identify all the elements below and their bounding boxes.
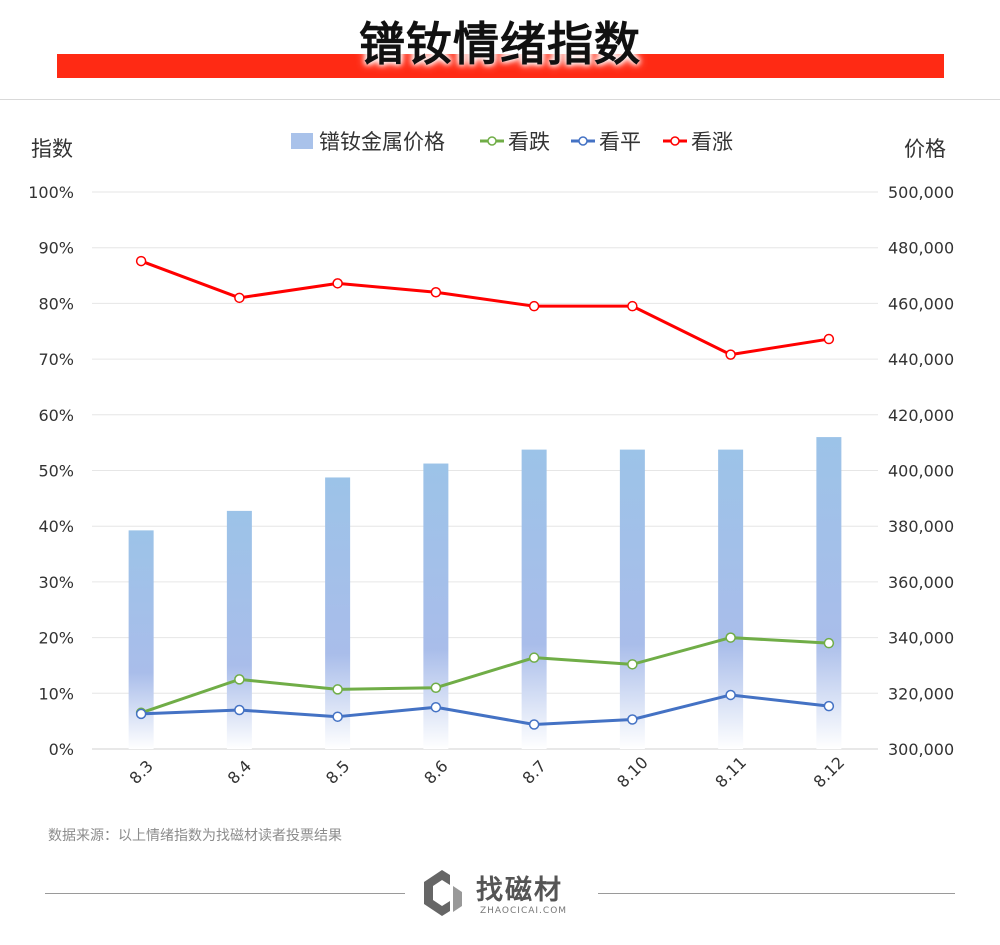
series-point	[332, 278, 343, 289]
series-point	[332, 684, 343, 695]
right-tick-label: 340,000	[888, 629, 954, 648]
series-point	[528, 300, 540, 312]
series-point	[234, 292, 245, 304]
series-line	[140, 636, 829, 715]
legend-label: 看平	[599, 130, 641, 154]
series-point	[725, 349, 736, 360]
logo-url: ZHAOCICAI.COM	[480, 906, 568, 916]
header-separator	[0, 99, 1000, 100]
series-point	[627, 659, 638, 670]
left-tick-label: 0%	[49, 740, 74, 759]
legend: 镨钕金属价格 看跌 看平 看涨	[291, 130, 733, 154]
series-line	[141, 693, 830, 726]
left-tick-label: 10%	[38, 684, 74, 703]
price-bar	[521, 449, 547, 749]
series-point	[234, 704, 245, 716]
series-line	[140, 259, 830, 357]
series-point	[627, 300, 638, 312]
x-tick-label: 8.11	[711, 753, 750, 792]
sentiment-chart: 0% 300,000 10% 320,000 20% 340,000 30% 360,000 4…	[28, 130, 954, 792]
price-bars	[128, 437, 842, 749]
right-tick-label: 460,000	[888, 294, 954, 313]
left-tick-label: 80%	[38, 294, 74, 313]
series-point	[627, 714, 638, 725]
legend-label: 看跌	[508, 130, 550, 154]
series-point	[528, 652, 540, 663]
right-axis-label: 价格	[904, 137, 946, 161]
footer-line-left	[45, 893, 405, 894]
price-bar	[816, 437, 842, 749]
series-point	[823, 637, 835, 649]
right-tick-label: 440,000	[888, 350, 954, 369]
grid-lines	[92, 191, 878, 750]
left-tick-label: 50%	[38, 462, 74, 481]
legend-label: 看涨	[691, 130, 733, 154]
legend-marker	[670, 136, 680, 146]
series-point	[135, 708, 147, 720]
left-tick-label: 90%	[38, 239, 74, 258]
left-tick-label: 20%	[38, 629, 74, 648]
series-point	[823, 333, 835, 345]
left-tick-label: 40%	[38, 517, 74, 536]
x-tick-label: 8.4	[224, 756, 255, 787]
x-tick-label: 8.7	[519, 756, 550, 787]
series-point	[430, 682, 442, 693]
x-tick-label: 8.5	[322, 756, 353, 787]
legend-swatch	[291, 133, 313, 149]
page-title: 镨钕情绪指数	[359, 17, 641, 71]
series-point	[725, 632, 736, 643]
right-tick-label: 380,000	[888, 517, 954, 536]
series-point	[823, 700, 835, 712]
x-tick-label: 8.3	[126, 756, 157, 787]
price-bar	[619, 449, 645, 749]
left-tick-label: 30%	[38, 573, 74, 592]
legend-marker	[578, 136, 588, 146]
left-tick-label: 100%	[28, 183, 74, 202]
source-note: 数据来源：以上情绪指数为找磁材读者投票结果	[48, 828, 342, 844]
right-tick-label: 360,000	[888, 573, 954, 592]
right-tick-label: 300,000	[888, 740, 954, 759]
series-point	[430, 287, 442, 298]
footer-line-right	[598, 893, 955, 894]
price-bar	[423, 463, 449, 749]
sentiment-lines	[135, 255, 835, 730]
x-tick-label: 8.12	[810, 753, 849, 792]
series-point	[135, 255, 147, 267]
series-point	[234, 674, 245, 685]
series-point	[725, 689, 736, 701]
logo-name: 找磁材	[476, 875, 563, 906]
right-tick-label: 500,000	[888, 183, 954, 202]
right-tick-label: 420,000	[888, 406, 954, 425]
title-underline-bar	[57, 54, 944, 78]
price-bar	[325, 477, 351, 749]
zhaocicai-logo-icon	[424, 870, 462, 916]
legend-marker	[487, 136, 497, 146]
x-tick-label: 8.10	[613, 753, 652, 792]
series-point	[332, 711, 343, 722]
series-point	[528, 719, 540, 730]
left-axis-label: 指数	[31, 137, 73, 161]
legend-label: 镨钕金属价格	[319, 130, 445, 154]
price-bar	[718, 449, 744, 749]
x-tick-label: 8.6	[420, 756, 451, 787]
left-tick-label: 70%	[38, 350, 74, 369]
right-tick-label: 480,000	[888, 239, 954, 258]
series-point	[430, 701, 442, 713]
right-tick-label: 320,000	[888, 684, 954, 703]
right-tick-label: 400,000	[888, 462, 954, 481]
left-tick-label: 60%	[38, 406, 74, 425]
